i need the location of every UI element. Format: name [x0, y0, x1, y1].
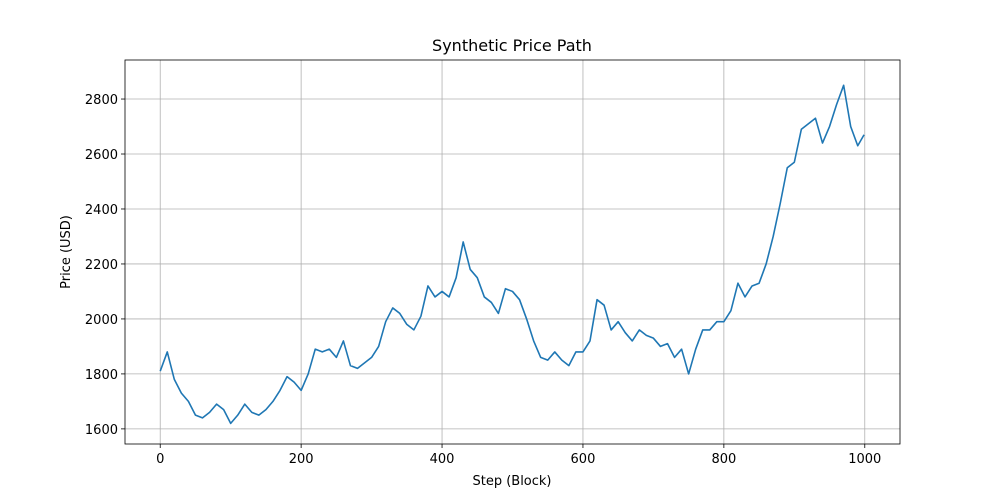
x-tick-label: 200 [289, 452, 314, 467]
plot-frame [124, 59, 901, 445]
x-tick-label: 0 [156, 452, 164, 467]
y-tick-label: 2600 [85, 148, 118, 163]
y-tick-label: 2800 [85, 93, 118, 108]
y-tick-label: 2200 [85, 258, 118, 273]
price-line [159, 84, 865, 425]
x-tick-label: 1000 [848, 452, 881, 467]
y-axis-label: Price (USD) [59, 215, 74, 289]
y-tick-label: 1800 [85, 368, 118, 383]
x-tick-label: 800 [711, 452, 736, 467]
y-tick-label: 2400 [85, 203, 118, 218]
y-tick-label: 2000 [85, 313, 118, 328]
x-tick-label: 400 [430, 452, 455, 467]
chart-title: Synthetic Price Path [432, 36, 592, 55]
x-axis-label: Step (Block) [472, 474, 551, 489]
x-tick-label: 600 [571, 452, 596, 467]
y-tick-label: 1600 [85, 423, 118, 438]
